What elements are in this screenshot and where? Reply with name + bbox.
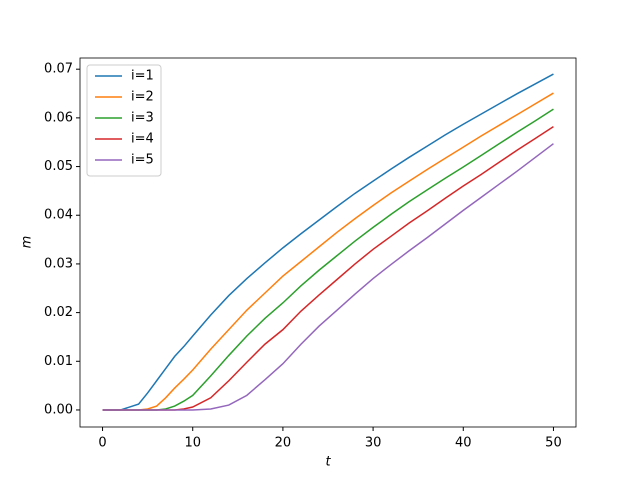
line xyxy=(102,73,554,411)
line xyxy=(102,108,554,411)
y-axis-label: m xyxy=(20,236,35,249)
line xyxy=(102,92,554,411)
y-tick-label: 0.05 xyxy=(44,159,73,174)
legend-box xyxy=(86,64,162,177)
legend-label: i=4 xyxy=(131,132,154,147)
plot-frame xyxy=(79,57,577,428)
y-tick-label: 0.02 xyxy=(44,305,73,320)
x-tick-label: 10 xyxy=(184,436,201,451)
legend-label: i=2 xyxy=(131,90,154,105)
x-axis-label: t xyxy=(325,455,331,470)
x-tick-label: 50 xyxy=(545,436,562,451)
y-tick-label: 0.07 xyxy=(44,62,73,77)
y-tick-label: 0.01 xyxy=(44,354,73,369)
x-tick-label: 20 xyxy=(275,436,292,451)
x-tick-label: 0 xyxy=(98,436,106,451)
legend-label: i=5 xyxy=(131,153,154,168)
x-tick-label: 40 xyxy=(455,436,472,451)
line xyxy=(102,126,554,411)
x-tick-label: 30 xyxy=(365,436,382,451)
y-tick-label: 0.04 xyxy=(44,208,73,223)
y-tick-label: 0.00 xyxy=(44,402,73,417)
legend-label: i=1 xyxy=(131,69,154,84)
legend-label: i=3 xyxy=(131,111,154,126)
y-tick-label: 0.03 xyxy=(44,256,73,271)
line xyxy=(102,143,554,411)
y-tick-label: 0.06 xyxy=(44,110,73,125)
